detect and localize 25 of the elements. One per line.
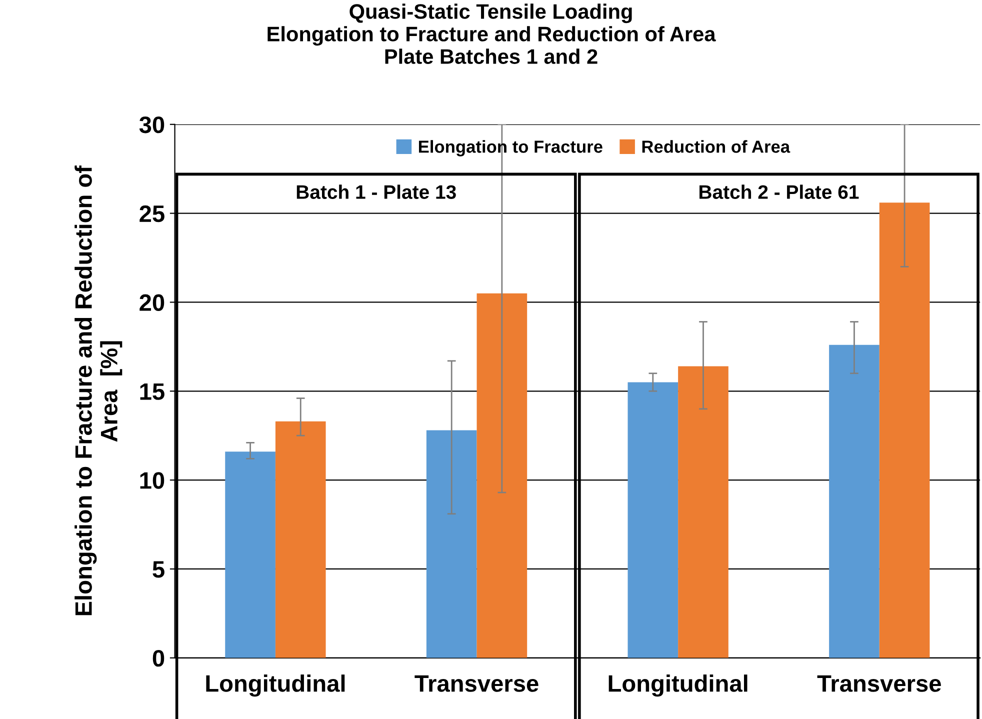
bar [426,430,477,658]
y-tick-label: 25 [140,205,164,222]
y-tick-label: 0 [152,650,164,667]
y-tick-label: 30 [139,116,164,134]
x-tick-label: Transverse [817,675,941,692]
bar [275,421,326,658]
bar [476,293,528,658]
annotation: Batch 1 - Plate 13 [296,184,456,199]
bar [829,344,880,658]
y-axis-title: Elongation to Fracture and Reduction of Area [%] [74,165,122,616]
chart-title: Quasi-Static Tensile Loading Elongation to Fracture and Reduction of Area Plate Batches 1 and 2 [268,4,716,64]
x-tick-label: Longitudinal [206,674,345,697]
y-tick-label: 20 [140,294,164,312]
y-tick-label: 5 [152,561,164,578]
bar [628,382,678,658]
bar [879,202,930,658]
legend-label: Reduction of Area [642,140,790,153]
annotation: Batch 2 - Plate 61 [700,184,859,199]
y-tick-label: 10 [140,472,164,489]
legend-label: Elongation to Fracture [418,140,602,156]
bar [225,452,276,658]
y-tick-label: 15 [140,383,164,400]
x-tick-label: Transverse [414,675,538,692]
x-tick-label: Longitudinal [608,674,748,697]
bar [678,366,728,658]
